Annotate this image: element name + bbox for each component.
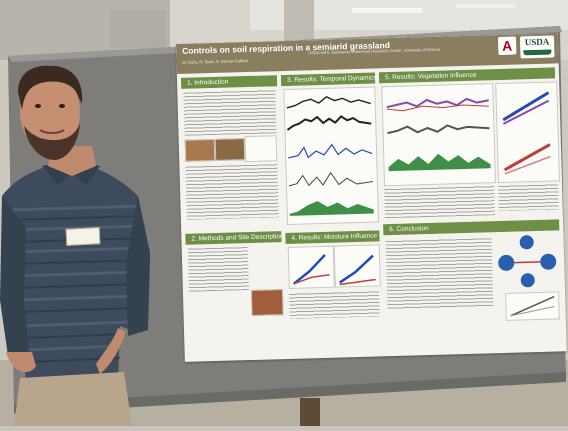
vegetation-scatter [495,81,560,184]
person-pants [14,372,132,426]
name-tag [65,227,101,246]
section-methods: 2. Methods and Site Description [185,231,284,245]
section-temporal: 3. Results: Temporal Dynamics [280,72,377,87]
section-vegetation: 5. Results: Vegetation Influence [378,67,556,84]
right-hand [96,328,126,374]
section-introduction: 1. Introduction [180,75,278,89]
university-logo: A [497,36,517,56]
moisture-plot [333,244,381,288]
moisture-plot [287,245,335,289]
section-moisture: 4. Results: Moisture Influence [285,230,380,245]
person-beard [24,124,80,160]
person-face [20,72,80,152]
conclusion-diagram [495,233,558,289]
conclusion-figure [505,291,560,321]
section-conclusion: 6. Conclusion [383,219,560,236]
ceiling-light [352,8,422,13]
intro-figure [244,135,278,163]
site-photo [184,138,216,162]
temporal-dynamics-plots [283,86,380,225]
left-hand [6,352,36,373]
site-photo [214,138,246,161]
research-poster: Controls on soil respiration in a semiar… [176,33,567,362]
usda-logo: USDA [519,35,555,59]
person-hair [18,65,83,110]
poster-authors: M. Roby, R. Scott, G. Barron-Gafford [182,58,248,65]
field-photo [250,289,284,316]
vegetation-timeseries [381,83,497,187]
